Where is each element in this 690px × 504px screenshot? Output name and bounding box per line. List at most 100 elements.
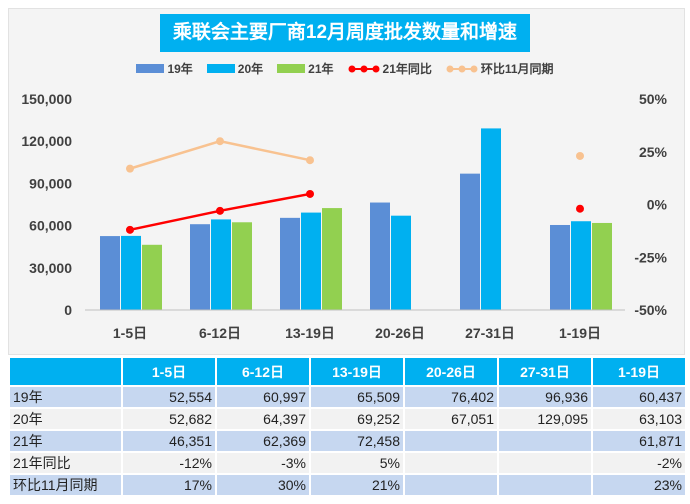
left-axis-tick: 150,000 [21,91,72,107]
table-header-cell: 13-19日 [311,358,403,385]
left-axis-tick: 0 [64,302,72,318]
point-21年同比-1-19日 [576,204,584,213]
bar-21年-6-12日 [232,222,252,310]
point-21年同比-6-12日 [216,206,224,215]
bar-19年-6-12日 [190,224,210,310]
point-环比11月同期-6-12日 [216,137,224,146]
table-cell: 60,437 [593,387,685,407]
table-cell: 96,936 [499,387,591,407]
legend-label: 环比11月同期 [480,62,554,76]
legend-swatch [136,64,165,73]
table-header-row: 1-5日 6-12日 13-19日 20-26日 27-31日 1-19日 [10,358,685,385]
table-cell: -2% [593,453,685,473]
table-cell: -3% [217,453,309,473]
table-cell: 60,997 [217,387,309,407]
legend-line-marker-icon [348,65,380,72]
point-环比11月同期-1-19日 [576,151,584,160]
table-cell [499,431,591,451]
legend: 19年 20年 21年 21年同比 环比11月同期 [0,60,690,77]
point-21年同比-13-19日 [306,189,314,198]
bar-20年-27-31日 [481,128,501,310]
table-cell: -12% [123,453,215,473]
table-cell: 23% [593,475,685,495]
table-row: 21年 46,351 62,369 72,458 61,871 [10,431,685,451]
table-header-cell: 1-5日 [123,358,215,385]
bar-21年-13-19日 [322,208,342,310]
x-axis-tick: 6-12日 [199,325,241,341]
table-row: 21年同比 -12% -3% 5% -2% [10,453,685,473]
x-axis-tick: 1-5日 [113,325,147,341]
table-cell: 5% [311,453,403,473]
bar-19年-13-19日 [280,217,300,310]
table-cell: 63,103 [593,409,685,429]
table-cell: 69,252 [311,409,403,429]
table-row: 19年 52,554 60,997 65,509 76,402 96,936 60,437 [10,387,685,407]
table-cell: 67,051 [405,409,497,429]
x-axis-tick: 27-31日 [465,325,515,341]
table-cell [499,453,591,473]
row-label: 19年 [10,387,121,407]
bar-21年-1-19日 [592,222,612,310]
table-cell [499,475,591,495]
bar-20年-13-19日 [301,212,321,310]
table-cell [405,475,497,495]
table-header-cell: 1-19日 [593,358,685,385]
x-axis-tick: 1-19日 [559,325,601,341]
table-row: 环比11月同期 17% 30% 21% 23% [10,475,685,495]
table-cell: 129,095 [499,409,591,429]
table-cell: 30% [217,475,309,495]
left-axis-tick: 60,000 [29,218,72,234]
table-cell [405,431,497,451]
data-table: 1-5日 6-12日 13-19日 20-26日 27-31日 1-19日 19年 52,5… [8,356,687,497]
x-axis-tick: 20-26日 [375,325,425,341]
table-cell: 62,369 [217,431,309,451]
legend-label: 21年同比 [382,62,432,76]
table-header-cell [10,358,121,385]
table-cell: 17% [123,475,215,495]
chart: 0 30,000 60,000 90,000 120,000 150,000 -50% -25… [21,91,668,341]
point-环比11月同期-1-5日 [126,164,134,173]
legend-label: 19年 [167,62,193,76]
right-axis-tick: 25% [639,144,668,160]
bar-20年-1-5日 [121,235,141,310]
table-cell [405,453,497,473]
legend-swatch [206,64,235,73]
bar-20年-1-19日 [571,221,591,310]
row-label: 21年 [10,431,121,451]
bar-19年-1-5日 [100,236,120,310]
right-axis-tick: 50% [639,91,668,107]
table-cell: 46,351 [123,431,215,451]
bar-20年-20-26日 [391,215,411,310]
row-label: 21年同比 [10,453,121,473]
table-cell: 65,509 [311,387,403,407]
bar-19年-20-26日 [370,202,390,310]
table-cell: 52,682 [123,409,215,429]
legend-item: 环比11月同期 [446,60,554,77]
right-axis-tick: 0% [647,197,668,213]
table-header-cell: 6-12日 [217,358,309,385]
table-cell: 72,458 [311,431,403,451]
table-row: 20年 52,682 64,397 69,252 67,051 129,095 63,103 [10,409,685,429]
table-header-cell: 27-31日 [499,358,591,385]
right-axis-tick: -50% [634,302,667,318]
bar-21年-1-5日 [142,244,162,310]
table-cell: 21% [311,475,403,495]
legend-item: 21年同比 [348,60,432,77]
legend-swatch [277,64,306,73]
line-环比11月同期 [129,139,311,170]
bar-19年-27-31日 [460,173,480,310]
legend-line-marker-icon [446,65,478,72]
table-cell: 61,871 [593,431,685,451]
row-label: 20年 [10,409,121,429]
legend-label: 21年 [308,62,334,76]
legend-label: 20年 [237,62,264,76]
bar-19年-1-19日 [550,224,570,310]
legend-item: 21年 [277,60,334,77]
right-axis-tick: -25% [634,249,667,265]
table-cell: 52,554 [123,387,215,407]
table-cell: 76,402 [405,387,497,407]
bar-20年-6-12日 [211,219,231,310]
legend-item: 19年 [136,60,193,77]
left-axis-tick: 120,000 [21,133,72,149]
